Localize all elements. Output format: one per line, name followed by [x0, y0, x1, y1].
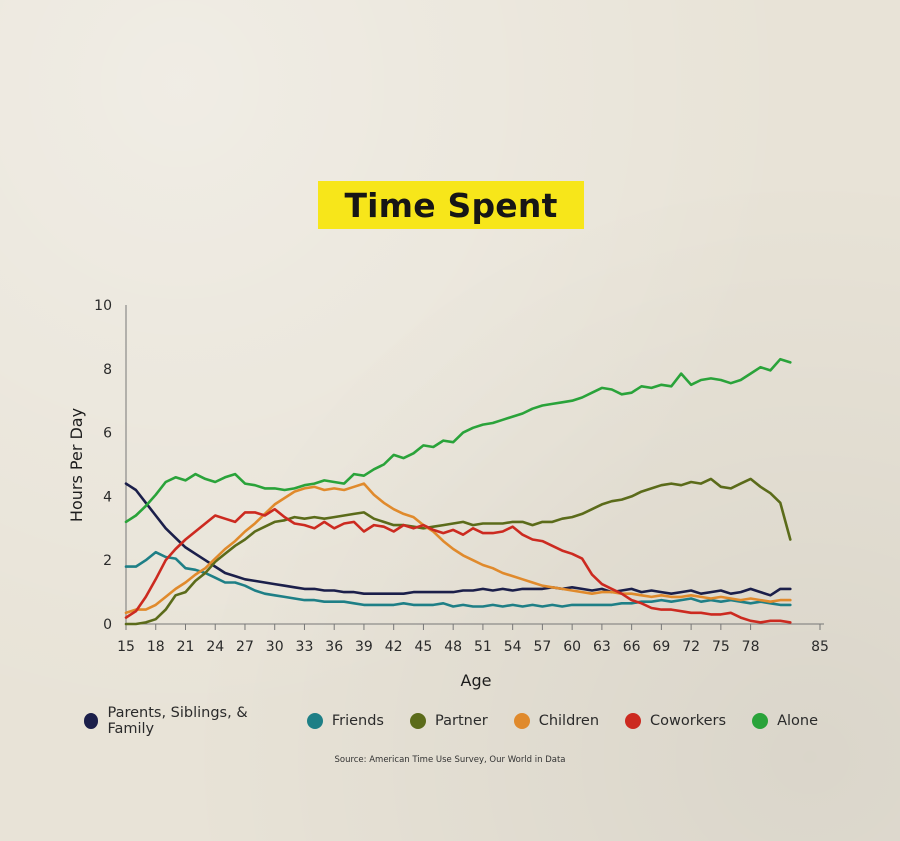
y-tick-label: 2 [103, 553, 112, 569]
legend-item: Partner [410, 713, 488, 729]
y-tick-label: 4 [103, 489, 112, 505]
x-tick-label: 51 [474, 639, 492, 655]
x-tick-label: 24 [206, 639, 224, 655]
x-tick-label: 21 [177, 639, 195, 655]
x-tick-label: 63 [593, 639, 611, 655]
legend-label: Partner [435, 713, 488, 729]
series-line-6 [124, 357, 792, 524]
x-tick-label: 57 [533, 639, 551, 655]
series-line-1 [124, 482, 792, 597]
legend-swatch [410, 713, 426, 729]
series-line-5 [124, 507, 792, 624]
x-tick-label: 60 [563, 639, 581, 655]
chart-legend: Parents, Siblings, & Family Friends Partne… [84, 705, 844, 737]
legend-item: Coworkers [625, 713, 726, 729]
x-tick-label: 72 [682, 639, 700, 655]
legend-swatch [513, 713, 530, 729]
legend-label: Children [538, 713, 600, 729]
chart-title: Time Spent [344, 185, 558, 225]
x-tick-label: 69 [652, 639, 670, 655]
y-tick-label: 10 [94, 298, 112, 314]
legend-item: Children [513, 713, 600, 729]
x-tick-label: 18 [147, 639, 165, 655]
legend-label: Coworkers [650, 713, 727, 729]
legend-swatch [625, 713, 642, 729]
y-tick-label: 8 [103, 362, 112, 378]
x-tick-label: 39 [355, 639, 373, 655]
x-tick-label: 78 [742, 639, 760, 655]
x-tick-label: 33 [296, 639, 314, 655]
y-tick-label: 0 [103, 617, 112, 633]
x-tick-label: 36 [325, 639, 343, 655]
legend-swatch [752, 713, 769, 729]
x-tick-label: 75 [712, 639, 730, 655]
y-tick-label: 6 [103, 426, 112, 442]
legend-item: Alone [752, 713, 818, 729]
series-line-3 [124, 477, 792, 626]
x-tick-label: 66 [623, 639, 641, 655]
x-tick-label: 27 [236, 639, 254, 655]
series-layer [124, 357, 792, 626]
x-tick-label: 30 [266, 639, 284, 655]
legend-label: Parents, Siblings, & Family [107, 705, 248, 737]
series-line-4 [124, 482, 792, 615]
legend-label: Friends [331, 713, 384, 729]
x-tick-label: 42 [385, 639, 403, 655]
x-axis-label: Age [461, 671, 492, 690]
x-tick-label: 15 [117, 639, 135, 655]
legend-swatch [306, 713, 323, 729]
series-line-2 [124, 550, 792, 608]
legend-label: Alone [777, 713, 818, 729]
x-tick-label: 85 [811, 639, 829, 655]
chart-title-highlight: Time Spent [318, 181, 584, 229]
legend-item: Parents, Siblings, & Family [84, 705, 281, 737]
source-note: Source: American Time Use Survey, Our Wo… [334, 755, 566, 765]
x-tick-label: 54 [504, 639, 522, 655]
legend-swatch [84, 713, 99, 729]
legend-item: Friends [306, 713, 384, 729]
x-tick-label: 45 [415, 639, 433, 655]
y-axis-label: Hours Per Day [67, 408, 86, 522]
x-tick-label: 48 [444, 639, 462, 655]
